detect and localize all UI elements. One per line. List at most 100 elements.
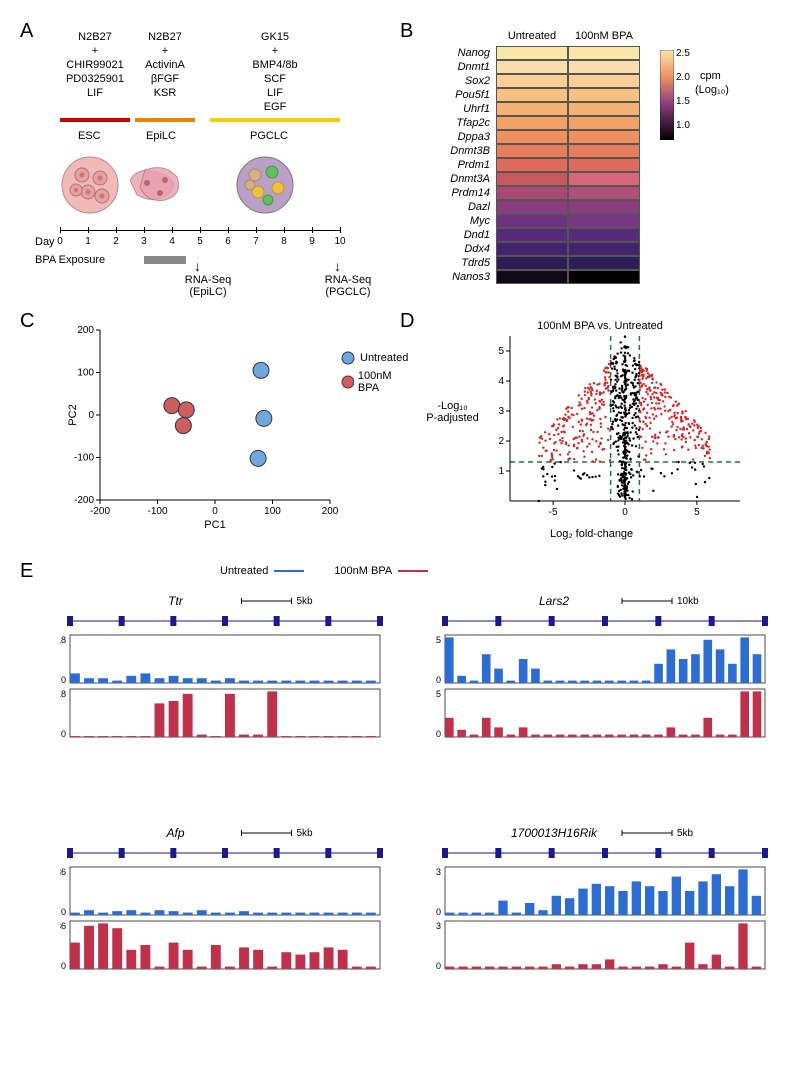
svg-text:0: 0 [212,506,218,517]
svg-text:Ttr: Ttr [168,594,184,608]
timeline-bar [135,118,195,122]
svg-text:0: 0 [88,410,94,421]
hm-row: Sox2 [420,74,640,88]
svg-text:10kb: 10kb [677,596,699,607]
leg2: 100nM BPA [358,370,408,394]
colorbar [660,50,674,140]
hm-row: Uhrf1 [420,102,640,116]
volcano-title: 100nM BPA vs. Untreated [500,320,700,332]
svg-text:0: 0 [61,729,66,739]
hm-row: Dppa3 [420,130,640,144]
svg-text:-100: -100 [147,506,167,517]
svg-text:0: 0 [436,675,441,685]
track-Afp: Afp5kb360360 [60,825,420,997]
svg-text:PC2: PC2 [67,404,79,425]
volcano-xlabel: Log₂ fold-change [550,528,633,540]
day-num: 7 [246,236,266,247]
svg-text:36: 36 [60,867,66,877]
svg-text:-5: -5 [549,507,558,518]
cbar-label: cpm [700,70,721,82]
volcano-ylabel: -Log₁₀ P-adjusted [420,400,485,424]
bpa-label: BPA Exposure [35,254,105,266]
hm-row: Tdrd5 [420,256,640,270]
day-num: 8 [274,236,294,247]
arrow1-icon: ↓ [194,258,201,274]
label-c: C [20,310,34,333]
panel-a: N2B27+CHIR99021PD0325901LIFN2B27+Activin… [40,30,380,295]
label-b: B [400,20,413,43]
hm-row: Dnmt1 [420,60,640,74]
svg-text:1: 1 [498,466,504,477]
svg-text:100: 100 [264,506,281,517]
stage-label: PGCLC [250,130,288,142]
track-1700013H16Rik: 1700013H16Rik 5kb 3 0 3 0 [435,825,795,997]
svg-text:100: 100 [77,368,94,379]
svg-text:200: 200 [77,325,94,336]
seq1b: (EpiLC) [178,286,238,298]
svg-text:200: 200 [322,506,339,517]
panel-d: 100nM BPA vs. Untreated -50512345 -Log₁₀… [420,320,770,540]
svg-text:0: 0 [61,961,66,971]
hm-col2: 100nM BPA [568,30,640,42]
track-leg2: 100nM BPA [334,565,392,577]
day-num: 5 [190,236,210,247]
day-num: 9 [302,236,322,247]
hm-col1: Untreated [496,30,568,42]
label-d: D [400,310,414,333]
svg-text:0: 0 [622,507,628,518]
svg-text:4: 4 [498,376,504,387]
track-legend: Untreated 100nM BPA [220,565,428,577]
day-num: 6 [218,236,238,247]
seq2: RNA-Seq [318,274,378,286]
hm-row: Prdm14 [420,186,640,200]
svg-text:5kb: 5kb [677,828,694,839]
hm-row: Pou5f1 [420,88,640,102]
svg-text:1700013H16Rik: 1700013H16Rik [511,826,598,840]
cbar-label2: (Log₁₀) [695,84,729,96]
seq2b: (PGCLC) [318,286,378,298]
svg-text:0.5: 0.5 [435,635,441,645]
svg-text:-200: -200 [74,495,94,506]
svg-text:3: 3 [436,867,441,877]
svg-text:Afp: Afp [165,826,184,840]
hm-row: Myc [420,214,640,228]
svg-text:5kb: 5kb [297,828,314,839]
svg-text:36: 36 [60,921,66,931]
panel-b: Untreated 100nM BPA NanogDnmt1Sox2Pou5f1… [420,30,760,310]
svg-text:0: 0 [436,961,441,971]
cbar-tick: 1.0 [676,120,690,131]
pc-legend: Untreated 100nM BPA [340,350,408,394]
volcano-plot: -50512345 [490,336,750,526]
svg-text:0: 0 [61,675,66,685]
hm-row: Dazl [420,200,640,214]
hm-row: Tfap2c [420,116,640,130]
day-num: 3 [134,236,154,247]
seq1: RNA-Seq [178,274,238,286]
track-Ttr: Ttr5kb180180 [60,593,420,765]
media-col: GK15+BMP4/8bSCFLIFEGF [210,30,340,114]
media-col: N2B27+CHIR99021PD0325901LIF [60,30,130,100]
svg-text:2: 2 [498,436,504,447]
hm-row: Nanog [420,46,640,60]
svg-text:18: 18 [60,635,66,645]
label-e: E [20,560,33,583]
svg-text:PC1: PC1 [204,519,225,531]
svg-text:3: 3 [436,921,441,931]
hm-row: Prdm1 [420,158,640,172]
stage-label: EpiLC [146,130,176,142]
timeline-bar [60,118,130,122]
figure: A B C D E N2B27+CHIR99021PD0325901LIFN2B… [20,20,775,1060]
pca-plot: -200-1000100200-200-1000100200PC1PC2 [70,330,330,530]
day-num: 4 [162,236,182,247]
day-label: Day [35,236,55,248]
hm-row: Nanos3 [420,270,640,284]
media-col: N2B27+ActivinAβFGFKSR [135,30,195,100]
svg-text:0.5: 0.5 [435,689,441,699]
label-a: A [20,20,33,43]
svg-text:5: 5 [498,346,504,357]
cbar-tick: 2.0 [676,72,690,83]
cbar-tick: 1.5 [676,96,690,107]
svg-text:0: 0 [436,907,441,917]
svg-text:18: 18 [60,689,66,699]
bpa-bar [144,256,186,264]
